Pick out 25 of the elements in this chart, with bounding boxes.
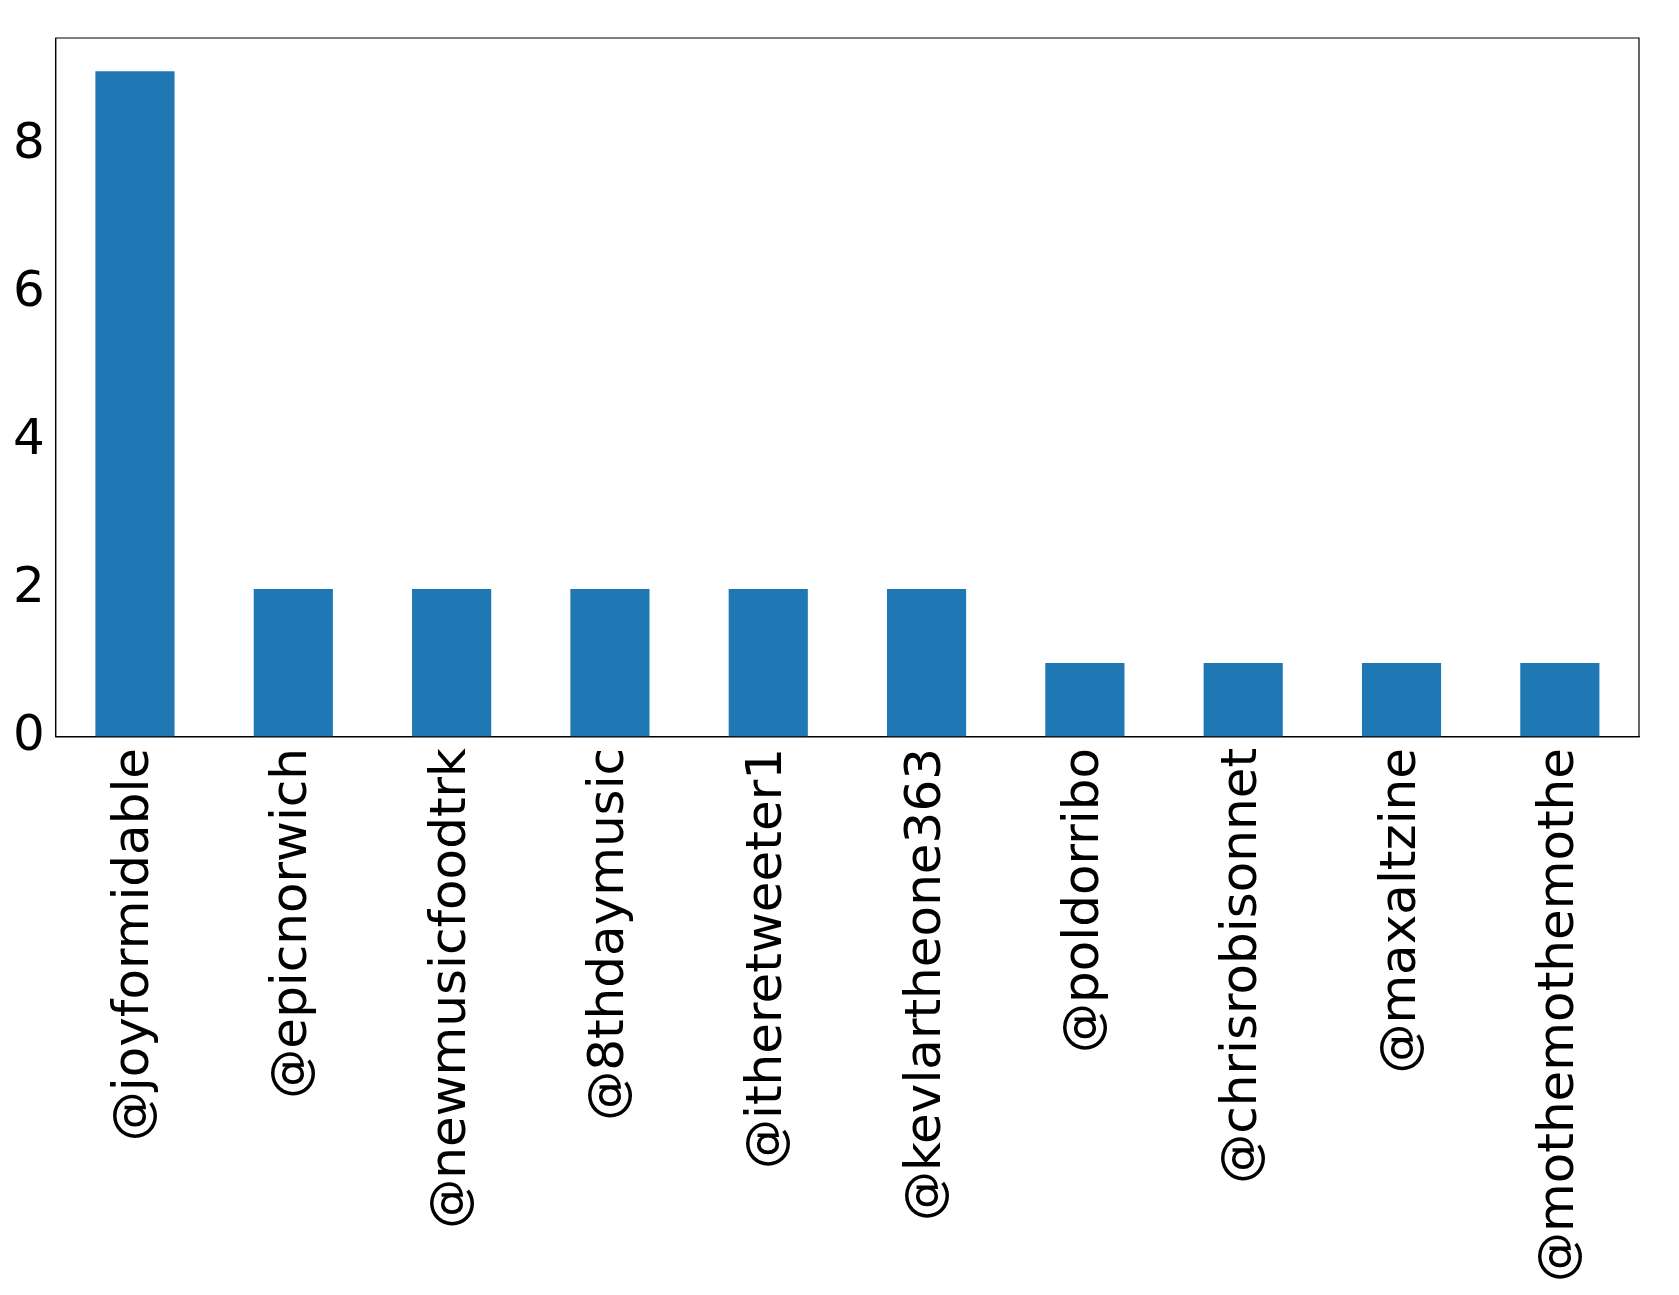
bar xyxy=(1520,662,1600,737)
x-tick-label: @8thdaymusic xyxy=(576,747,635,1121)
bar xyxy=(412,589,492,737)
bar xyxy=(728,589,808,737)
bar xyxy=(1045,662,1125,737)
bar xyxy=(886,589,967,737)
bar xyxy=(1203,662,1283,737)
x-tick-label: @poldorribo xyxy=(1051,747,1110,1053)
x-tick-label: @kevlartheone363 xyxy=(893,747,952,1222)
x-tick-label: @epicnorwich xyxy=(260,747,319,1099)
x-tick-label: @itheretweeter1 xyxy=(735,747,794,1169)
bar xyxy=(1361,662,1442,737)
x-tick-label: @chrisrobisonnet xyxy=(1210,747,1269,1184)
y-tick-label: 6 xyxy=(13,260,45,319)
x-tick-label: @mothemothemothe xyxy=(1526,747,1585,1282)
x-tick-label: @maxaltzine xyxy=(1368,747,1427,1074)
bar xyxy=(570,589,650,737)
y-tick-label: 4 xyxy=(13,408,45,467)
x-tick-label: @joyformidable xyxy=(101,747,160,1142)
y-tick-label: 0 xyxy=(13,703,45,762)
y-tick-label: 8 xyxy=(13,112,45,171)
bar xyxy=(253,589,333,737)
x-tick-label: @newmusicfoodtrk xyxy=(418,747,477,1229)
y-tick-label: 2 xyxy=(13,556,45,614)
bar xyxy=(95,71,175,737)
